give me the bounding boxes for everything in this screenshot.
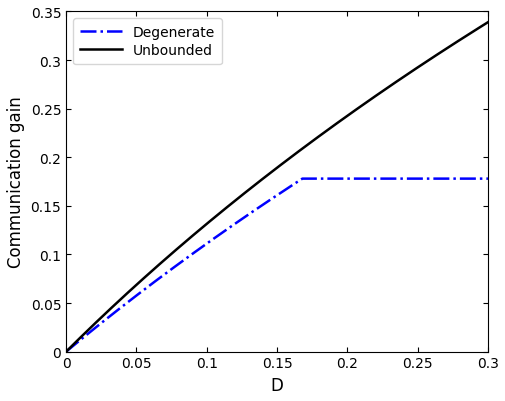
Unbounded [476, 26, 482, 30]
X-axis label: D: D [270, 376, 283, 394]
Unbounded [243, 190, 249, 195]
Unbounded [111, 303, 117, 308]
Y-axis label: Communication gain: Communication gain [7, 96, 25, 268]
Unbounded [484, 20, 490, 25]
Degenerate [243, 214, 249, 219]
Unbounded [224, 205, 230, 209]
Unbounded [63, 349, 69, 354]
Legend: Degenerate, Unbounded: Degenerate, Unbounded [73, 19, 222, 65]
Degenerate [299, 177, 305, 182]
Unbounded [136, 280, 142, 285]
Unbounded [430, 55, 436, 60]
Degenerate [111, 310, 117, 315]
Line: Degenerate: Degenerate [66, 179, 487, 352]
Degenerate [136, 291, 142, 296]
Line: Unbounded: Unbounded [66, 23, 487, 352]
Degenerate [224, 227, 230, 231]
Degenerate [476, 177, 482, 182]
Degenerate [484, 177, 490, 182]
Degenerate [63, 349, 69, 354]
Degenerate [431, 177, 437, 182]
